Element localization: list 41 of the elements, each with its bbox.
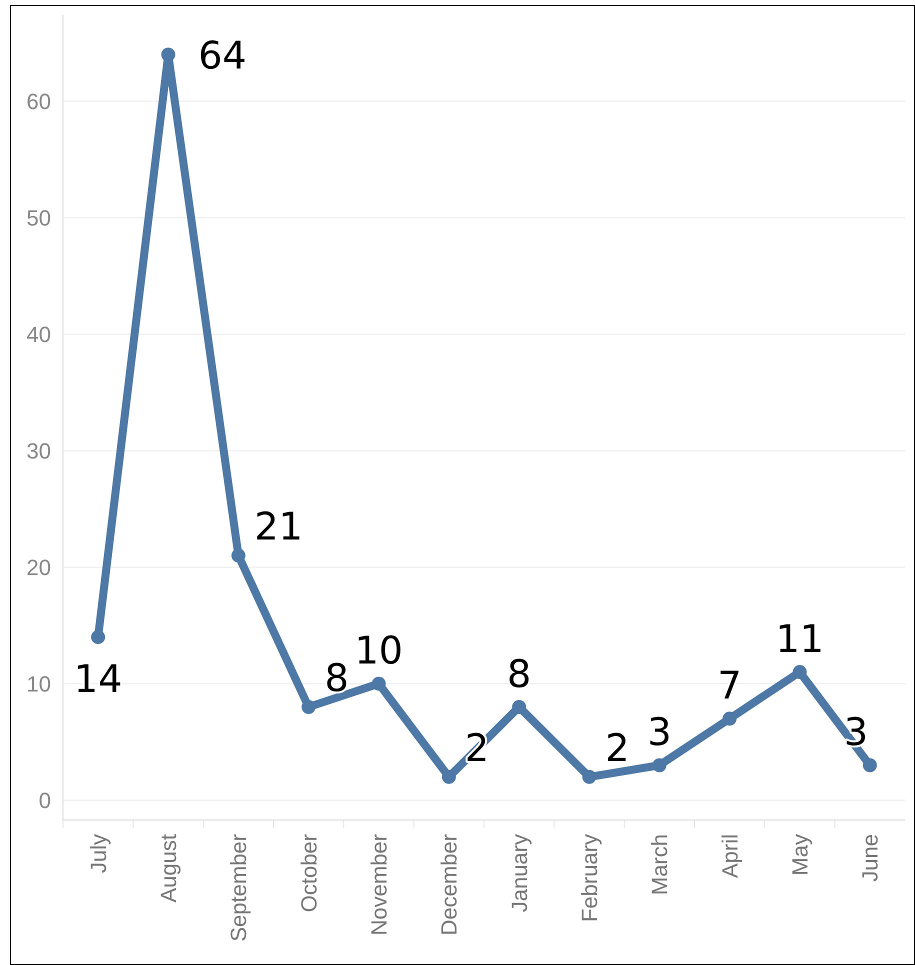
x-tick-label: June	[858, 834, 883, 882]
x-tick-label: May	[787, 834, 812, 876]
y-tick-label: 60	[26, 88, 51, 114]
data-label: 3	[647, 710, 672, 754]
point	[91, 630, 106, 644]
y-tick-label: 20	[26, 554, 51, 580]
data-label: 10	[354, 628, 403, 673]
point	[862, 758, 877, 772]
point	[302, 700, 316, 714]
point	[652, 758, 666, 772]
data-label: 11	[776, 617, 824, 662]
x-tick-label: February	[576, 834, 602, 922]
y-tick-label: 50	[26, 205, 51, 230]
point	[512, 700, 526, 714]
x-tick-label: October	[296, 834, 322, 912]
point	[442, 770, 456, 784]
y-tick-label: 10	[26, 671, 51, 696]
x-tick-label: March	[647, 834, 672, 896]
y-tick-label: 0	[38, 788, 51, 813]
x-tick-label: September	[226, 834, 252, 942]
point	[161, 48, 176, 62]
point	[231, 548, 246, 563]
data-label: 2	[605, 726, 630, 770]
point	[372, 676, 386, 691]
point	[582, 770, 596, 784]
data-label: 8	[506, 652, 532, 696]
x-tick-label: December	[436, 834, 462, 936]
y-tick-label: 30	[26, 438, 51, 464]
data-label: 8	[324, 656, 349, 700]
data-label: 21	[254, 504, 303, 549]
data-label: 64	[198, 34, 247, 78]
x-tick-label: November	[366, 834, 392, 936]
y-tick-label: 40	[26, 322, 51, 347]
x-tick-label: August	[156, 834, 181, 902]
data-label: 14	[74, 657, 122, 702]
x-tick-label: July	[86, 834, 111, 874]
point	[722, 712, 737, 726]
data-label: 7	[717, 664, 742, 708]
point	[792, 665, 807, 680]
x-tick-label: April	[717, 834, 742, 878]
x-tick-label: January	[506, 834, 532, 912]
